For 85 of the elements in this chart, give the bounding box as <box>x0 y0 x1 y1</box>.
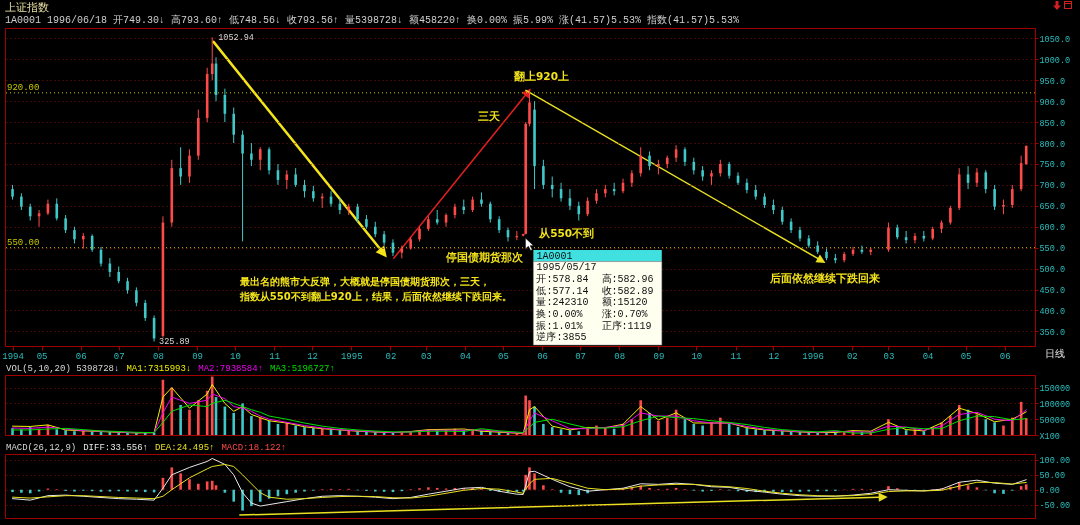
x-tick-label: 06 <box>537 351 549 362</box>
chart-title: VOL(5,10,20) 5398728↓ <box>6 364 120 374</box>
x-tick-label: 11 <box>730 351 742 362</box>
y-tick-label: 100.00 <box>1039 456 1071 467</box>
y-tick-label: 1050.0 <box>1039 34 1071 45</box>
annotation: 指数从550不到翻上920上，结果，后面依然继续下跌回来。 <box>238 291 512 303</box>
y-tick-label: 50.00 <box>1039 471 1066 482</box>
y-tick-label: X100 <box>1039 431 1060 442</box>
y-tick-label: 400.0 <box>1039 306 1066 317</box>
y-tick-label: 900.0 <box>1039 97 1066 108</box>
y-tick-label: 0.00 <box>1039 486 1060 497</box>
annotation: 正序:1119 <box>601 319 652 332</box>
x-tick-label: 06 <box>999 351 1011 362</box>
x-tick-label: 10 <box>691 351 703 362</box>
x-tick-label: 04 <box>922 351 934 362</box>
text: MACD:18.122↑ <box>221 443 287 453</box>
y-tick-label: 800.0 <box>1039 139 1066 150</box>
x-tick-label: 07 <box>113 351 125 362</box>
x-tick-label: 04 <box>460 351 471 362</box>
annotation: 325.89 <box>159 337 190 348</box>
text: MA2:7938584↑ <box>198 364 264 374</box>
annotation: 逆序:3855 <box>536 331 587 344</box>
y-tick-label: 50000 <box>1039 415 1066 426</box>
x-tick-label: 12 <box>768 351 780 362</box>
annotation: 低:577.14 <box>536 285 589 297</box>
y-tick-label: 850.0 <box>1039 118 1066 129</box>
y-tick-label: 350.0 <box>1039 327 1066 338</box>
chart-subtitle: 1A0001 1996/06/18 开749.30↓ 高793.60↑ 低748.56↓ 收793.56↑ 量5398728↓ 额458220↑ 换0.00% 振5.99% 涨(41.57)5.53% 指数(41.57)5.53% <box>5 14 740 26</box>
x-tick-label: 12 <box>307 351 318 362</box>
y-tick-label: 450.0 <box>1039 286 1066 297</box>
x-tick-label: 02 <box>846 351 858 362</box>
annotation: 开:578.84 <box>536 274 589 286</box>
x-tick-label: 08 <box>152 351 164 362</box>
annotation: 量:242310 <box>536 297 589 309</box>
ref-line-label: 550.00 <box>7 237 40 248</box>
annotation: 1052.94 <box>218 33 254 44</box>
x-tick-label: 05 <box>36 351 48 362</box>
x-tick-label: 1994 <box>2 351 24 362</box>
x-tick-label: 05 <box>960 351 972 362</box>
y-tick-label: 100000 <box>1039 399 1071 410</box>
annotation: 换:0.00% <box>536 307 583 320</box>
text: MA3:5196727↑ <box>270 364 335 374</box>
y-tick-label: -50.00 <box>1039 501 1071 512</box>
y-tick-label: 600.0 <box>1039 223 1066 234</box>
annotation: 最出名的熊市大反弹，大概就是停国债期货那次，三天， <box>238 276 490 288</box>
x-tick-label: 05 <box>498 351 509 362</box>
chart-title: MACD(26,12,9) <box>6 443 77 453</box>
x-tick-label: 1996 <box>802 351 824 362</box>
x-tick-label: 07 <box>575 351 586 362</box>
annotation: 停国债期货那次 <box>445 251 525 265</box>
x-tick-label: 06 <box>75 351 87 362</box>
annotation: 高:582.96 <box>601 273 654 286</box>
text: DIFF:33.556↑ <box>83 443 149 453</box>
x-tick-label: 03 <box>420 351 432 362</box>
annotation: 1A0001 <box>536 250 573 262</box>
y-tick-label: 750.0 <box>1039 160 1066 171</box>
y-tick-label: 1000.0 <box>1039 55 1071 66</box>
annotation: 从550不到 <box>538 226 595 239</box>
series-label: DEA:24.495↑ <box>155 443 215 453</box>
x-tick-label: 11 <box>269 351 281 362</box>
annotation: 额:15120 <box>601 296 648 309</box>
annotation: 收:582.89 <box>601 285 654 297</box>
x-tick-label: 02 <box>385 351 397 362</box>
x-tick-label: 10 <box>230 351 241 362</box>
y-tick-label: 650.0 <box>1039 202 1066 213</box>
x-tick-label: 08 <box>614 351 626 362</box>
annotation: 1995/05/17 <box>536 262 597 274</box>
y-tick-label: 500.0 <box>1039 265 1066 276</box>
x-tick-label: 09 <box>192 351 203 362</box>
x-tick-label: 09 <box>653 351 665 362</box>
annotation: 后面依然继续下跌回来 <box>769 272 881 286</box>
x-axis-title: 日线 <box>1044 347 1065 359</box>
x-tick-label: 03 <box>883 351 895 362</box>
y-tick-label: 550.0 <box>1039 244 1066 255</box>
ref-line-label: 920.00 <box>7 82 40 93</box>
y-tick-label: 150000 <box>1039 384 1071 395</box>
annotation: 翻上920上 <box>513 70 569 83</box>
y-tick-label: 950.0 <box>1039 76 1066 87</box>
y-tick-label: 700.0 <box>1039 181 1066 192</box>
annotation: 三天 <box>478 110 501 123</box>
chart-title: 上证指数 <box>5 1 49 14</box>
x-tick-label: 1995 <box>340 351 363 362</box>
annotation: 振:1.01% <box>536 319 583 332</box>
annotation: 涨:0.70% <box>601 307 648 320</box>
text: MA1:7315993↓ <box>126 364 192 374</box>
